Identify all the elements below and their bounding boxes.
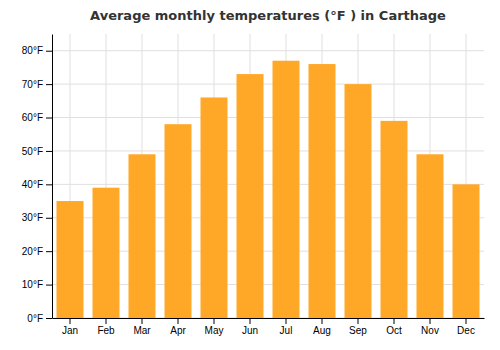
x-tick-label: Jun <box>242 325 258 336</box>
chart-container: Jan Feb Mar Apr May Jun Jul Aug Sep Oct Nov Dec 0°F 1… <box>0 0 500 350</box>
x-axis: Jan Feb Mar Apr May Jun Jul Aug Sep Oct Nov Dec <box>53 318 485 336</box>
x-tick-label: Nov <box>421 325 439 336</box>
y-tick-mark <box>46 251 52 252</box>
y-tick-mark <box>46 285 52 286</box>
y-tick-mark <box>46 151 52 152</box>
y-tick-label: 30°F <box>22 212 43 223</box>
plot: Jan Feb Mar Apr May Jun Jul Aug Sep Oct Nov Dec 0°F 1… <box>22 34 485 336</box>
x-tick-label: Aug <box>313 325 331 336</box>
y-tick-label: 70°F <box>22 79 43 90</box>
bar <box>57 201 84 318</box>
x-tick-label: Dec <box>457 325 475 336</box>
y-tick-label: 50°F <box>22 146 43 157</box>
y-tick: 50°F <box>22 146 52 157</box>
x-tick-label: Feb <box>97 325 115 336</box>
x-tick-mark <box>106 318 107 324</box>
x-tick: Dec <box>457 318 475 336</box>
x-tick-label: Mar <box>133 325 151 336</box>
x-tick-mark <box>70 318 71 324</box>
x-tick-mark <box>214 318 215 324</box>
y-tick: 10°F <box>22 279 52 290</box>
y-tick-mark <box>46 184 52 185</box>
x-tick-label: Apr <box>170 325 186 336</box>
grid-line-y <box>52 84 484 85</box>
y-tick-label: 0°F <box>27 313 43 324</box>
x-tick-mark <box>142 318 143 324</box>
grid <box>52 34 484 318</box>
x-tick: Mar <box>133 318 151 336</box>
x-tick: Jan <box>62 318 78 336</box>
bar <box>381 121 408 318</box>
bar <box>93 188 120 318</box>
x-tick: Oct <box>386 318 402 336</box>
y-tick-label: 10°F <box>22 279 43 290</box>
bar <box>129 154 156 318</box>
y-tick-mark <box>46 51 52 52</box>
x-tick-mark <box>394 318 395 324</box>
x-tick: Jun <box>242 318 258 336</box>
grid-line-y <box>52 50 484 51</box>
y-tick: 60°F <box>22 112 52 123</box>
bar <box>453 184 480 318</box>
x-tick-mark <box>286 318 287 324</box>
y-tick: 0°F <box>27 313 52 324</box>
y-tick-label: 80°F <box>22 45 43 56</box>
grid-line-y <box>52 117 484 118</box>
bar <box>345 84 372 318</box>
x-tick: Sep <box>349 318 367 336</box>
chart-svg: Jan Feb Mar Apr May Jun Jul Aug Sep Oct Nov Dec 0°F 1… <box>0 0 500 350</box>
y-tick-mark <box>46 118 52 119</box>
bar <box>237 74 264 318</box>
bar <box>201 97 228 318</box>
y-tick-mark <box>46 318 52 319</box>
y-axis: 0°F 10°F 20°F 30°F 40°F 50°F 60°F 70°F 80°F <box>22 35 53 324</box>
y-tick-label: 40°F <box>22 179 43 190</box>
y-axis-line <box>52 35 53 319</box>
x-tick: Aug <box>313 318 331 336</box>
y-tick-label: 60°F <box>22 112 43 123</box>
x-tick: May <box>205 318 224 336</box>
bar <box>165 124 192 318</box>
y-tick-mark <box>46 84 52 85</box>
x-tick: Jul <box>280 318 293 336</box>
y-tick-mark <box>46 218 52 219</box>
title: Average monthly temperatures (°F ) in Ca… <box>90 8 446 23</box>
grid-line-y <box>52 150 484 151</box>
x-tick: Apr <box>170 318 186 336</box>
y-tick: 20°F <box>22 246 52 257</box>
x-axis-line <box>53 318 485 319</box>
x-tick-label: May <box>205 325 224 336</box>
x-tick-mark <box>322 318 323 324</box>
x-tick-mark <box>466 318 467 324</box>
x-tick-label: Sep <box>349 325 367 336</box>
bar <box>309 64 336 318</box>
y-tick-label: 20°F <box>22 246 43 257</box>
x-tick-mark <box>178 318 179 324</box>
x-tick: Nov <box>421 318 439 336</box>
y-tick: 30°F <box>22 212 52 223</box>
x-tick-mark <box>358 318 359 324</box>
x-tick-mark <box>430 318 431 324</box>
x-tick-label: Oct <box>386 325 402 336</box>
bar <box>417 154 444 318</box>
x-tick-label: Jan <box>62 325 78 336</box>
x-tick: Feb <box>97 318 115 336</box>
x-tick-mark <box>250 318 251 324</box>
y-tick: 70°F <box>22 79 52 90</box>
x-tick-label: Jul <box>280 325 293 336</box>
y-tick: 40°F <box>22 179 52 190</box>
y-tick: 80°F <box>22 45 52 56</box>
bars <box>57 61 480 318</box>
bar <box>273 61 300 318</box>
